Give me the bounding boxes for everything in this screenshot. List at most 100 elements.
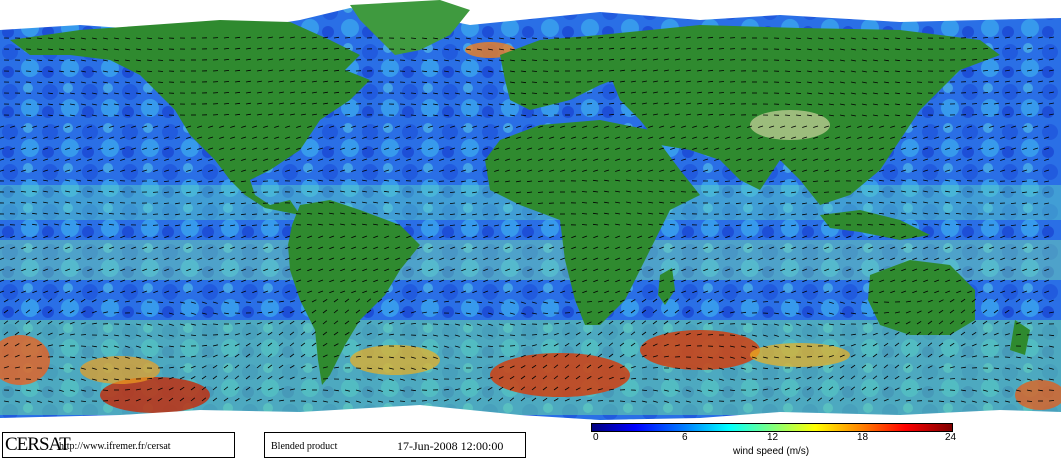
wind-arrow bbox=[208, 147, 214, 150]
wind-arrow bbox=[1048, 345, 1054, 348]
wind-arrow bbox=[659, 268, 665, 272]
wind-arrow bbox=[526, 180, 533, 183]
wind-arrow bbox=[626, 158, 632, 161]
wind-arrow bbox=[626, 268, 632, 272]
wind-arrow bbox=[641, 354, 647, 358]
wind-arrow bbox=[868, 290, 874, 294]
wind-arrow bbox=[377, 400, 383, 403]
wind-arrow bbox=[707, 91, 714, 94]
wind-arrow bbox=[839, 92, 845, 95]
wind-arrow bbox=[454, 388, 460, 391]
wind-arrow bbox=[597, 364, 603, 369]
wind-arrow bbox=[795, 312, 801, 315]
wind-arrow bbox=[685, 333, 691, 336]
wind-arrow bbox=[780, 180, 786, 183]
wind-arrow bbox=[472, 268, 478, 272]
wind-arrow bbox=[307, 158, 313, 161]
wind-arrow bbox=[10, 235, 16, 239]
wind-arrow bbox=[0, 169, 5, 172]
wind-arrow bbox=[20, 213, 27, 215]
wind-arrow bbox=[300, 331, 306, 336]
wind-arrow bbox=[835, 268, 841, 272]
wind-arrow bbox=[14, 309, 20, 314]
wind-arrow bbox=[615, 158, 621, 161]
wind-arrow bbox=[32, 212, 38, 215]
wind-arrow bbox=[773, 356, 779, 359]
wind-arrow bbox=[76, 268, 82, 272]
wind-arrow bbox=[542, 386, 548, 391]
wind-arrow bbox=[967, 268, 973, 272]
wind-arrow bbox=[758, 224, 764, 227]
wind-arrow bbox=[383, 212, 390, 215]
storm-4 bbox=[350, 345, 440, 375]
wind-arrow bbox=[1011, 136, 1017, 139]
wind-arrow bbox=[509, 334, 516, 336]
wind-arrow bbox=[872, 398, 878, 402]
wind-arrow bbox=[296, 235, 302, 239]
wind-arrow bbox=[824, 246, 830, 250]
wind-arrow bbox=[32, 279, 38, 283]
wind-arrow bbox=[340, 246, 346, 250]
wind-arrow bbox=[366, 400, 372, 403]
wind-arrow bbox=[124, 48, 130, 51]
wind-arrow bbox=[461, 235, 467, 239]
wind-arrow bbox=[989, 147, 995, 150]
wind-arrow bbox=[956, 246, 962, 250]
wind-arrow bbox=[1044, 191, 1050, 194]
wind-arrow bbox=[604, 212, 610, 215]
brand-url[interactable]: http://www.ifremer.fr/cersat bbox=[59, 441, 171, 452]
wind-arrow bbox=[476, 103, 482, 106]
wind-arrow bbox=[168, 387, 174, 391]
wind-arrow bbox=[879, 201, 885, 204]
wind-arrow bbox=[91, 345, 97, 348]
wind-arrow bbox=[993, 69, 999, 72]
wind-arrow bbox=[806, 366, 812, 369]
wind-arrow bbox=[604, 223, 610, 226]
wind-arrow bbox=[791, 213, 797, 216]
wind-arrow bbox=[131, 246, 137, 250]
wind-arrow bbox=[619, 58, 625, 61]
wind-arrow bbox=[461, 213, 467, 216]
wind-arrow bbox=[696, 102, 702, 105]
wind-arrow bbox=[91, 378, 97, 381]
wind-arrow bbox=[839, 386, 845, 391]
wind-arrow bbox=[21, 169, 27, 172]
wind-arrow bbox=[142, 136, 148, 139]
wind-arrow bbox=[549, 158, 555, 161]
wind-arrow bbox=[69, 321, 75, 325]
wind-arrow bbox=[982, 103, 989, 105]
wind-arrow bbox=[289, 113, 295, 116]
wind-arrow bbox=[157, 377, 163, 380]
wind-arrow bbox=[802, 268, 808, 272]
wind-arrow bbox=[560, 136, 566, 139]
wind-arrow bbox=[615, 290, 621, 294]
wind-arrow bbox=[718, 356, 724, 359]
wind-arrow bbox=[846, 279, 852, 283]
wind-arrow bbox=[241, 213, 247, 216]
wind-arrow bbox=[65, 223, 71, 226]
wind-arrow bbox=[417, 125, 423, 128]
wind-arrow bbox=[146, 345, 152, 348]
wind-arrow bbox=[993, 298, 999, 303]
wind-arrow bbox=[648, 179, 654, 182]
wind-arrow bbox=[971, 114, 978, 116]
wind-arrow bbox=[153, 136, 159, 139]
wind-arrow bbox=[146, 103, 153, 105]
wind-arrow bbox=[839, 375, 845, 380]
wind-arrow bbox=[109, 125, 115, 128]
wind-arrow bbox=[736, 136, 742, 139]
wind-arrow bbox=[883, 114, 889, 117]
wind-arrow bbox=[663, 332, 669, 336]
wind-arrow bbox=[993, 367, 1000, 370]
wind-arrow bbox=[208, 213, 214, 216]
wind-arrow bbox=[175, 268, 181, 272]
wind-arrow bbox=[333, 331, 339, 336]
wind-arrow bbox=[813, 235, 819, 239]
wind-arrow bbox=[373, 201, 379, 204]
wind-arrow bbox=[472, 290, 478, 294]
wind-arrow bbox=[982, 81, 989, 83]
wind-arrow bbox=[362, 136, 368, 139]
wind-arrow bbox=[168, 397, 174, 402]
wind-arrow bbox=[351, 279, 357, 283]
wind-arrow bbox=[934, 201, 940, 204]
